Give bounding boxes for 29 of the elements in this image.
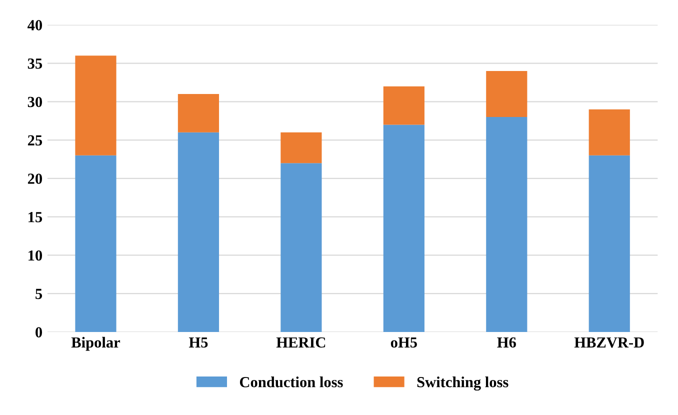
y-tick-label: 20 [28, 174, 42, 184]
y-tick-label: 10 [28, 250, 42, 261]
bar [280, 132, 322, 164]
bar [178, 94, 220, 132]
bar [588, 109, 630, 156]
bar [486, 117, 528, 332]
bar [178, 132, 220, 332]
x-tick-label: H5 [188, 337, 208, 348]
y-tick-label: 30 [28, 96, 42, 108]
y-tick-label: 35 [28, 58, 42, 69]
bar [75, 155, 116, 332]
x-tick-label: HBZVR-D [574, 337, 644, 348]
bar [383, 124, 424, 332]
x-tick-label: Bipolar [71, 336, 120, 351]
legend-label: Conduction loss [240, 376, 343, 388]
y-tick-label: 5 [36, 288, 42, 300]
y-tick-label: 0 [36, 327, 42, 338]
bar [588, 155, 630, 332]
y-tick-label: 25 [28, 135, 42, 146]
legend-label: Switching loss [417, 376, 508, 391]
bar [75, 56, 116, 156]
bar [280, 163, 322, 332]
bar [486, 70, 528, 118]
bar [383, 86, 424, 125]
x-tick-label: oH5 [390, 337, 417, 348]
y-tick-label: 40 [28, 20, 42, 30]
x-tick-label: HERIC [276, 337, 326, 348]
x-tick-label: H6 [497, 337, 516, 348]
y-tick-label: 15 [28, 212, 42, 222]
